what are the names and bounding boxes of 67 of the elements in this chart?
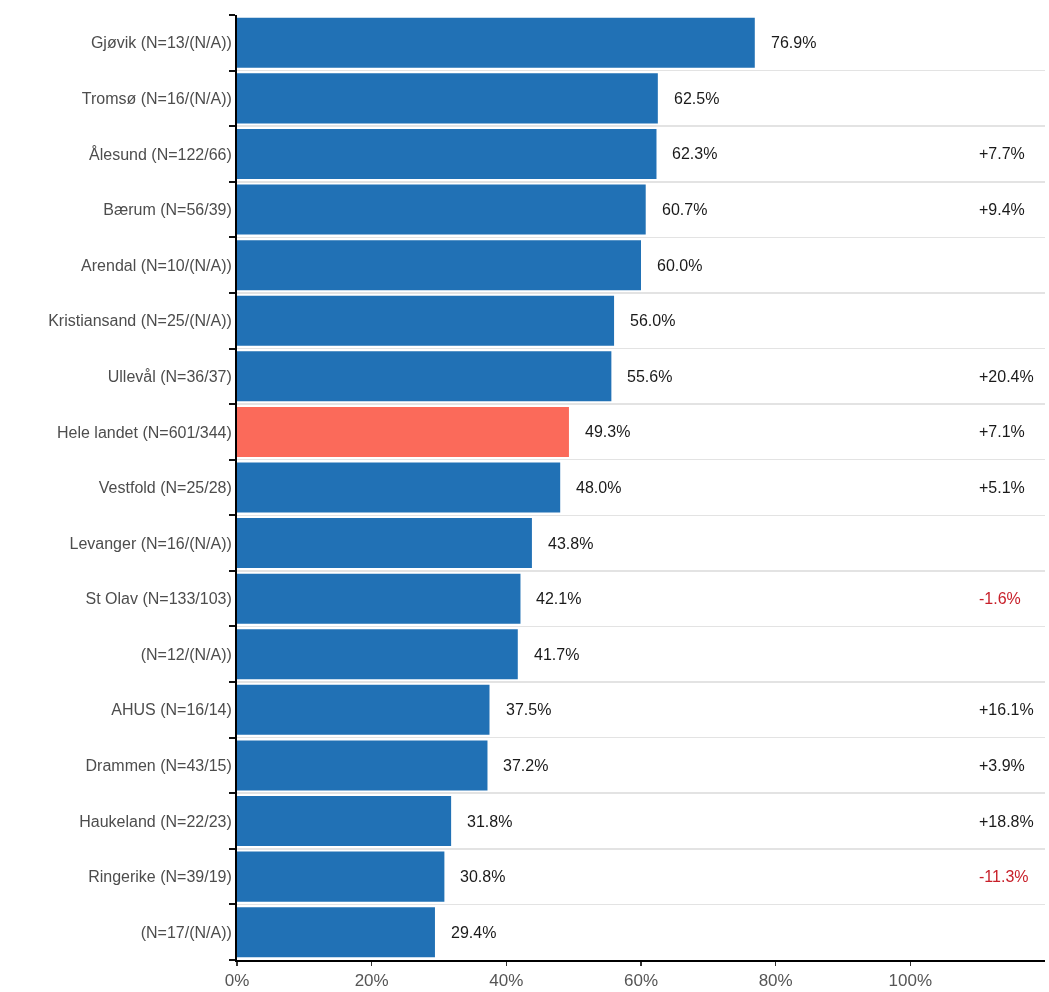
x-tick-label: 40% (489, 971, 524, 991)
data-label: 60.0% (657, 257, 703, 274)
data-label: +7.7% (979, 145, 1025, 162)
y-tick-label: Ringerike (N=39/19) (88, 868, 232, 886)
bar (237, 796, 452, 847)
data-label: 42.1% (536, 590, 582, 607)
y-tick-label: St Olav (N=133/103) (85, 590, 232, 608)
data-label: -11.3% (979, 868, 1029, 885)
bar (237, 184, 646, 235)
bar (237, 629, 518, 680)
data-label: +5.1% (979, 479, 1025, 496)
bar (237, 462, 561, 513)
bar (237, 128, 657, 179)
data-label: 37.5% (506, 701, 552, 718)
y-tick-label: (N=12/(N/A)) (140, 645, 232, 663)
bar (237, 351, 612, 402)
y-tick-label: Levanger (N=16/(N/A)) (69, 534, 232, 552)
y-tick-label: Gjøvik (N=13/(N/A)) (90, 34, 232, 52)
bar (237, 406, 569, 457)
y-tick-label: Drammen (N=43/15) (85, 757, 232, 775)
bar (237, 851, 445, 902)
x-tick-label: 100% (888, 971, 933, 991)
data-label: 43.8% (548, 535, 594, 552)
bar (237, 684, 490, 735)
y-tick-label: Ålesund (N=122/66) (89, 144, 232, 163)
data-label: 41.7% (534, 646, 580, 663)
data-label: +20.4% (979, 368, 1034, 385)
data-label: +18.8% (979, 813, 1034, 830)
x-tick-label: 0% (224, 971, 250, 991)
bar (237, 73, 658, 124)
data-label: 55.6% (627, 368, 673, 385)
data-label: 62.5% (674, 90, 720, 107)
data-label: 49.3% (585, 423, 631, 440)
data-label: 37.2% (503, 757, 549, 774)
bar (237, 740, 488, 791)
y-tick-label: Vestfold (N=25/28) (98, 479, 232, 497)
bar (237, 907, 435, 958)
bar (237, 518, 532, 569)
x-tick-label: 20% (354, 971, 389, 991)
y-tick-label: Bærum (N=56/39) (103, 201, 232, 219)
data-label: 29.4% (451, 924, 497, 941)
y-tick-label: Ullevål (N=36/37) (107, 367, 232, 385)
y-tick-label: Hele landet (N=601/344) (57, 423, 232, 441)
bar (237, 240, 641, 291)
data-label: 76.9% (771, 34, 817, 51)
data-label: +7.1% (979, 423, 1025, 440)
y-tick-label: Arendal (N=10/(N/A)) (81, 256, 232, 274)
bar (237, 17, 755, 68)
y-tick-label: AHUS (N=16/14) (111, 701, 232, 719)
data-label: 56.0% (630, 312, 676, 329)
bar (237, 295, 615, 346)
data-label: +3.9% (979, 757, 1025, 774)
data-label: 62.3% (672, 145, 718, 162)
y-tick-label: (N=17/(N/A)) (140, 923, 232, 941)
y-tick-label: Kristiansand (N=25/(N/A)) (48, 312, 232, 330)
x-tick-label: 60% (623, 971, 659, 991)
data-label: 30.8% (460, 868, 506, 885)
y-tick-label: Tromsø (N=16/(N/A)) (81, 89, 232, 107)
x-tick-label: 80% (758, 971, 793, 991)
data-label: 60.7% (662, 201, 708, 218)
data-label: 48.0% (576, 479, 622, 496)
y-tick-label: Haukeland (N=22/23) (79, 812, 232, 830)
data-label: +9.4% (979, 201, 1025, 218)
data-label: -1.6% (979, 590, 1021, 607)
data-label: 31.8% (467, 813, 513, 830)
data-label: +16.1% (979, 701, 1034, 718)
bar (237, 573, 521, 624)
